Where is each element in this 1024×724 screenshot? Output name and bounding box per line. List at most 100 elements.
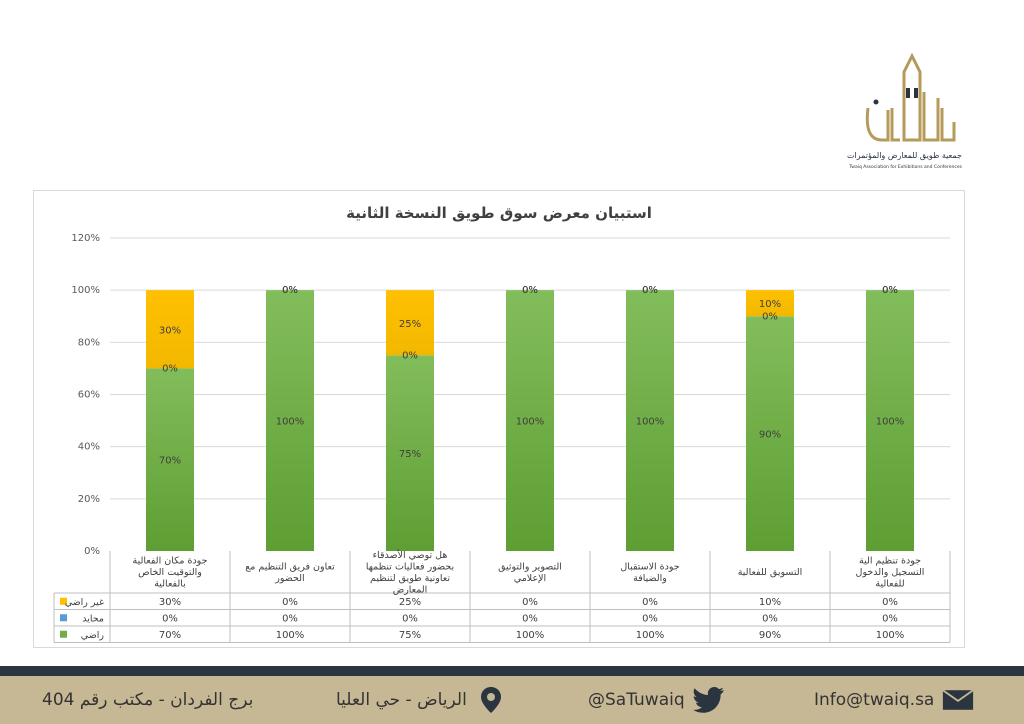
logo-arabic-name: جمعية طويق للمعارض والمؤتمرات	[847, 151, 962, 160]
y-tick-label: 120%	[71, 233, 100, 244]
y-tick-label: 40%	[78, 442, 100, 453]
legend-swatch	[60, 614, 67, 622]
data-label: 75%	[399, 449, 421, 460]
table-cell: 0%	[282, 613, 298, 624]
table-cell: 0%	[282, 597, 298, 608]
y-tick-label: 60%	[78, 390, 100, 401]
footer-email[interactable]: Info@twaiq.sa	[814, 676, 974, 724]
bar-segment	[386, 290, 434, 356]
y-tick-label: 0%	[84, 546, 100, 557]
data-label: 0%	[762, 311, 778, 322]
category-label-line: الإعلامي	[514, 573, 546, 584]
data-label: 0%	[162, 363, 178, 374]
category-label-line: جودة الاستقبال	[620, 561, 679, 572]
data-label: 100%	[516, 417, 545, 428]
category-label: جودة تنظيم الية التسجيل والدخول للفعالية	[856, 556, 925, 590]
category-label: جودة مكان الفعالية والتوقيت الخاص بالفعالي…	[133, 556, 208, 590]
association-logo: جمعية طويق للمعارض والمؤتمرات Twaiq Asso…	[847, 52, 963, 170]
category-label-line: تعاونية طويق لتنظيم	[370, 573, 450, 584]
footer-email-text[interactable]: Info@twaiq.sa	[814, 690, 935, 710]
footer-divider	[0, 666, 1024, 676]
table-cell: 100%	[636, 630, 665, 641]
bar-segment	[746, 290, 794, 317]
legend-swatch	[60, 630, 67, 638]
category-label: تعاون فريق التنظيم مع الحضور	[245, 561, 335, 584]
legend-entry: محايد	[82, 613, 104, 624]
stacked-bar-chart: استبيان معرض سوق طويق النسخة الثانية 0% 20…	[53, 204, 951, 643]
table-cell: 0%	[522, 597, 538, 608]
chart-container: استبيان معرض سوق طويق النسخة الثانية 0% 20…	[33, 190, 965, 648]
table-cell: 0%	[882, 597, 898, 608]
table-cell: 100%	[516, 630, 545, 641]
category-label-line: بحضور فعاليات تنظمها	[366, 561, 454, 572]
bar-segment	[266, 290, 314, 551]
footer-address-text: برج الفردان - مكتب رقم 404	[42, 690, 254, 710]
data-label: 0%	[642, 285, 658, 296]
category-label-line: التصوير والتوثيق	[498, 561, 562, 572]
footer-twitter[interactable]: @SaTuwaiq	[588, 676, 725, 724]
bar-segment	[746, 316, 794, 551]
legend-swatch	[60, 597, 67, 605]
category-label-line: هل توصي الأصدقاء	[373, 549, 448, 561]
table-cell: 0%	[642, 613, 658, 624]
data-label: 0%	[522, 285, 538, 296]
table-cell: 100%	[876, 630, 905, 641]
data-label: 70%	[159, 456, 181, 467]
data-label: 0%	[402, 350, 418, 361]
data-label: 0%	[642, 285, 658, 296]
category-label-line: التسجيل والدخول	[856, 567, 925, 578]
bar-segment	[506, 290, 554, 551]
footer-twitter-handle[interactable]: @SaTuwaiq	[588, 690, 685, 710]
category-label-line: بالفعالية	[154, 579, 186, 590]
category-label-line: والتوقيت الخاص	[138, 567, 202, 578]
legend-entry: غير راضي	[65, 597, 104, 608]
table-cell: 10%	[759, 597, 781, 608]
data-label: 0%	[882, 285, 898, 296]
data-label: 0%	[282, 285, 298, 296]
category-label-line: جودة تنظيم الية	[859, 556, 921, 567]
twitter-bird-icon	[692, 684, 725, 716]
bar-segment	[146, 368, 194, 551]
category-label: هل توصي الأصدقاء بحضور فعاليات تنظمها تعاو…	[366, 549, 454, 596]
table-cell: 70%	[159, 630, 181, 641]
footer-address: برج الفردان - مكتب رقم 404	[42, 676, 253, 724]
chart-title: استبيان معرض سوق طويق النسخة الثانية	[346, 204, 652, 222]
y-tick-label: 100%	[71, 285, 100, 296]
table-cell: 0%	[642, 597, 658, 608]
location-pin-icon	[475, 684, 507, 716]
data-label: 100%	[276, 417, 305, 428]
category-label-line: للفعالية	[875, 579, 904, 590]
data-label: 25%	[399, 319, 421, 330]
y-tick-label: 80%	[78, 337, 100, 348]
category-label-line: المعارض	[393, 584, 428, 595]
bar-segment	[866, 290, 914, 551]
table-cell: 30%	[159, 597, 181, 608]
table-cell: 0%	[522, 613, 538, 624]
data-label: 30%	[159, 325, 181, 336]
bar-segment	[386, 355, 434, 551]
category-label-line: والضيافة	[633, 573, 667, 584]
table-cell: 100%	[276, 630, 305, 641]
table-cell: 0%	[882, 613, 898, 624]
data-label: 100%	[876, 417, 905, 428]
data-label: 0%	[522, 285, 538, 296]
y-tick-label: 20%	[78, 494, 100, 505]
logo-english-name: Twaiq Association for Exhibitions and Co…	[848, 164, 962, 170]
table-cell: 75%	[399, 630, 421, 641]
footer-location-text: الرياض - حي العليا	[336, 690, 467, 710]
category-label: جودة الاستقبال والضيافة	[620, 561, 679, 584]
category-label: التصوير والتوثيق الإعلامي	[498, 561, 562, 584]
category-label-line: التسويق للفعالية	[738, 567, 803, 578]
footer-contact-bar: برج الفردان - مكتب رقم 404 الرياض - حي ا…	[0, 676, 1024, 724]
data-label: 10%	[759, 299, 781, 310]
category-label-line: جودة مكان الفعالية	[133, 556, 208, 567]
table-cell: 0%	[402, 613, 418, 624]
bar-segment	[626, 290, 674, 551]
envelope-icon	[942, 684, 974, 716]
table-cell: 0%	[762, 613, 778, 624]
data-label: 90%	[759, 430, 781, 441]
category-label: التسويق للفعالية	[738, 567, 803, 578]
footer-location: الرياض - حي العليا	[336, 676, 507, 724]
legend-entry: راضي	[81, 630, 105, 641]
data-label: 100%	[636, 417, 665, 428]
